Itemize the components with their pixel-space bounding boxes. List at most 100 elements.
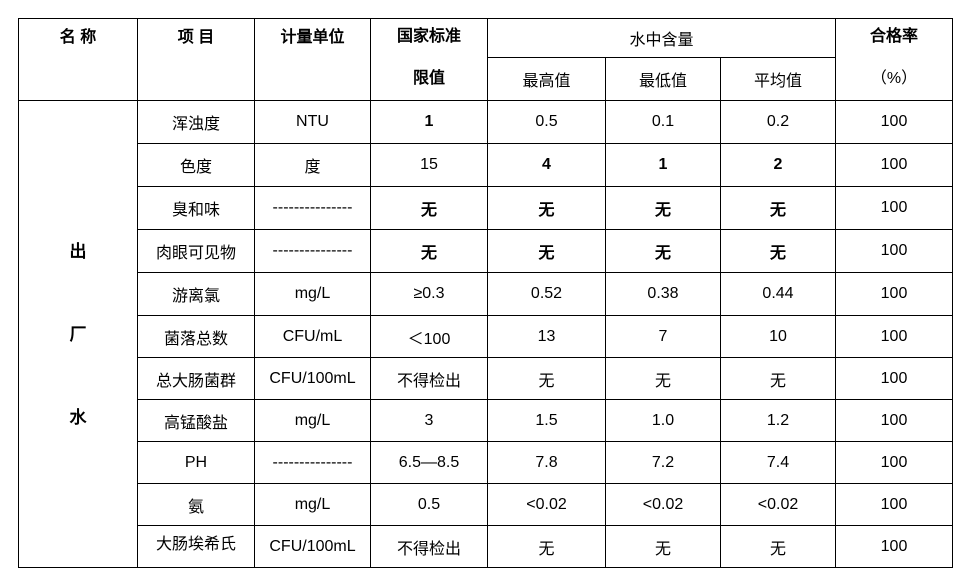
cell-text: 1.0 — [651, 411, 675, 429]
cell-text: 1.2 — [766, 411, 790, 429]
cell-text: 7.8 — [535, 453, 558, 471]
table-cell: 不得检出 — [370, 357, 488, 400]
header-text: 平均值 — [753, 73, 802, 91]
cell-text: 无 — [538, 540, 555, 558]
table-cell: 无 — [720, 525, 836, 568]
cell-text: 无 — [420, 202, 437, 219]
table-cell: 1.5 — [487, 399, 606, 442]
cell-text: <0.02 — [642, 495, 684, 513]
cell-text: 100 — [880, 369, 908, 387]
table-cell: 无 — [605, 357, 721, 400]
table-cell: 总大肠菌群 — [137, 357, 255, 400]
cell-text: 7.4 — [766, 453, 790, 471]
table-cell: 游离氯 — [137, 272, 255, 316]
cell-text: 100 — [880, 242, 908, 259]
table-cell: 100 — [835, 357, 953, 400]
table-cell: 无 — [487, 357, 606, 400]
cell-text: 无 — [769, 372, 786, 390]
cell-text: 无 — [769, 202, 786, 219]
table-cell: 0.52 — [487, 272, 606, 316]
header-cell: 最低值 — [605, 57, 721, 101]
group-char: 水 — [69, 407, 87, 427]
table-cell: 4 — [487, 143, 606, 187]
table-cell: CFU/100mL — [254, 525, 371, 568]
cell-text: ＜100 — [407, 330, 451, 348]
cell-text: <0.02 — [526, 495, 567, 513]
table-row: 高锰酸盐 mg/L 3 1.5 1.0 1.2 100 — [19, 399, 953, 442]
cell-text: 100 — [880, 411, 908, 429]
table-cell: 不得检出 — [370, 525, 488, 568]
table-cell: 0.5 — [487, 100, 606, 144]
table-cell: 肉眼可见物 — [137, 229, 255, 273]
table-cell: 0.44 — [720, 272, 836, 316]
table-row: 肉眼可见物 --------------- 无 无 无 无 100 — [19, 229, 953, 273]
table-cell: 100 — [835, 441, 953, 484]
table-cell: --------------- — [254, 186, 371, 230]
cell-text: 无 — [538, 372, 555, 390]
table-cell: 0.38 — [605, 272, 721, 316]
cell-text: 0.38 — [647, 285, 679, 302]
table-cell: --------------- — [254, 441, 371, 484]
cell-text: 不得检出 — [396, 540, 461, 558]
header-cell: 计量单位 — [254, 18, 371, 101]
cell-text: 浑浊度 — [171, 116, 220, 133]
table-cell: 无 — [720, 229, 836, 273]
cell-text: 0.44 — [762, 285, 794, 302]
cell-text: NTU — [296, 113, 329, 130]
cell-text: --------------- — [272, 453, 353, 471]
table-row: 总大肠菌群 CFU/100mL 不得检出 无 无 无 100 — [19, 357, 953, 400]
header-text: （%） — [870, 70, 918, 87]
table-cell: 无 — [487, 229, 606, 273]
table-cell: 无 — [605, 186, 721, 230]
table-cell: 1 — [370, 100, 488, 144]
table-cell: 2 — [720, 143, 836, 187]
table-cell: ≥0.3 — [370, 272, 488, 316]
table-cell: mg/L — [254, 399, 371, 442]
table-cell: 100 — [835, 186, 953, 230]
header-cell: 最高值 — [487, 57, 606, 101]
cell-text: 不得检出 — [396, 372, 461, 390]
table-cell: 无 — [487, 525, 606, 568]
cell-text: --------------- — [272, 242, 353, 259]
cell-text: 1 — [658, 156, 668, 173]
cell-text: 0.1 — [651, 113, 675, 130]
table-cell: 100 — [835, 483, 953, 526]
cell-text: 100 — [880, 453, 908, 471]
cell-text: 0.52 — [530, 285, 563, 302]
cell-text: 无 — [420, 245, 437, 262]
header-text: 项 目 — [177, 29, 215, 46]
header-cell: 水中含量 — [487, 17, 836, 59]
table-cell: 100 — [835, 272, 953, 316]
cell-text: 高锰酸盐 — [163, 414, 228, 432]
cell-text: mg/L — [294, 411, 331, 429]
header-cell: 平均值 — [720, 57, 836, 101]
table-cell: <0.02 — [720, 483, 836, 526]
cell-text: 无 — [538, 202, 555, 219]
cell-text: 1.5 — [535, 411, 558, 429]
table-cell: 100 — [835, 315, 953, 358]
header-cell: 国家标准 限值 — [370, 18, 488, 101]
table-cell: 无 — [720, 357, 836, 400]
table-cell: 0.5 — [370, 483, 488, 526]
table-row: 氨 mg/L 0.5 <0.02 <0.02 <0.02 100 — [19, 483, 953, 526]
table-cell: 氨 — [137, 483, 255, 526]
cell-text: 0.5 — [417, 495, 441, 513]
cell-text: 100 — [880, 495, 908, 513]
group-cell: 出厂水 — [18, 100, 138, 568]
table-cell: 7 — [605, 315, 721, 358]
cell-text: 0.2 — [766, 113, 790, 130]
cell-text: 无 — [654, 372, 671, 390]
cell-text: mg/L — [294, 285, 331, 302]
cell-text: 100 — [880, 327, 908, 345]
table-cell: 无 — [370, 229, 488, 273]
table-cell: 菌落总数 — [137, 315, 255, 358]
group-char: 厂 — [69, 324, 87, 344]
header-text: 水中含量 — [629, 32, 694, 50]
table-cell: <0.02 — [487, 483, 606, 526]
cell-text: 0.5 — [535, 113, 558, 130]
cell-text: 游离氯 — [171, 288, 220, 305]
table-cell: PH — [137, 441, 255, 484]
table-cell: 100 — [835, 399, 953, 442]
cell-text: 7 — [658, 327, 668, 345]
table-cell: 色度 — [137, 143, 255, 187]
